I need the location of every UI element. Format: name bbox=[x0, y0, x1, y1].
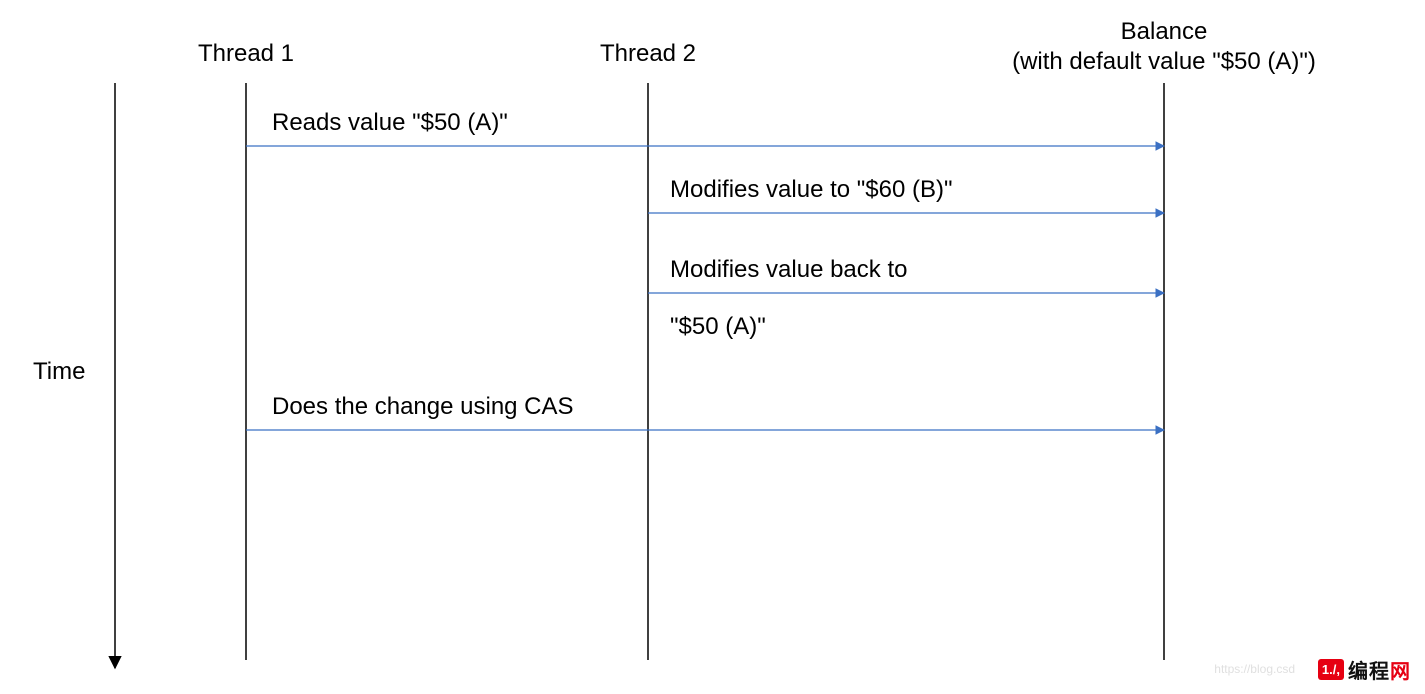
site-badge: 1./, 编程网 bbox=[1318, 655, 1411, 684]
message-text-m3: Modifies value back to bbox=[670, 256, 907, 284]
badge-square: 1./, bbox=[1318, 659, 1344, 680]
message-text-m1: Reads value "$50 (A)" bbox=[272, 109, 508, 137]
lifeline-subtitle-balance: (with default value "$50 (A)") bbox=[864, 48, 1425, 76]
lifeline-header-thread1: Thread 1 bbox=[46, 40, 446, 68]
message-text-m4: Does the change using CAS bbox=[272, 393, 574, 421]
message-text-m2: Modifies value to "$60 (B)" bbox=[670, 176, 953, 204]
lifeline-header-balance: Balance bbox=[964, 18, 1364, 46]
message-text-below-m3: "$50 (A)" bbox=[670, 313, 766, 341]
watermark-text: https://blog.csd bbox=[1214, 662, 1295, 676]
lifeline-header-thread2: Thread 2 bbox=[448, 40, 848, 68]
time-axis-label: Time bbox=[33, 358, 85, 386]
badge-text: 编程网 bbox=[1348, 655, 1411, 684]
sequence-svg bbox=[0, 0, 1425, 694]
